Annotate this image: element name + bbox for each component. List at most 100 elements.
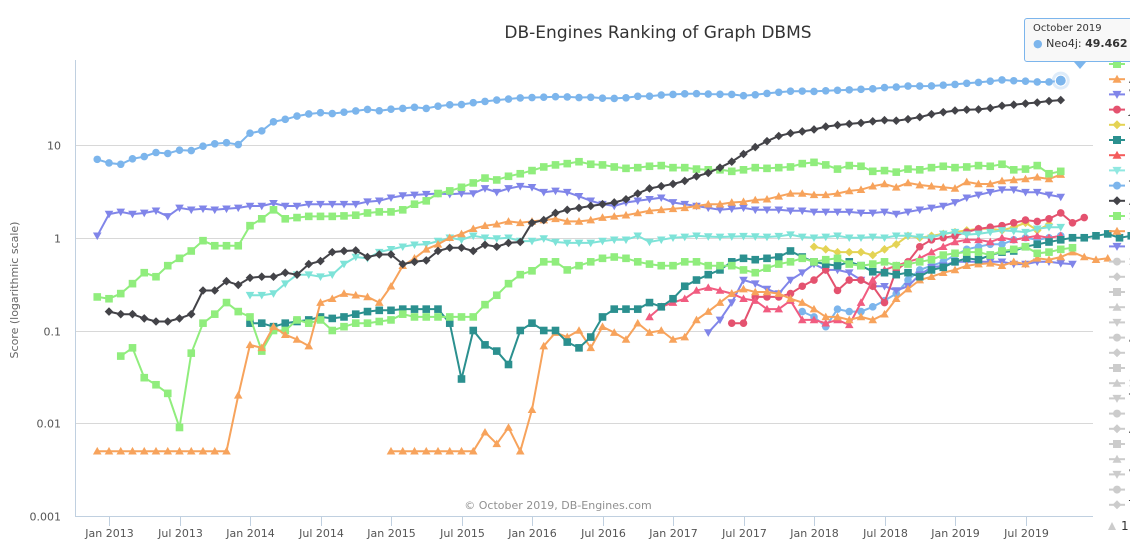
legend-item[interactable]: S — [1109, 209, 1130, 223]
data-point[interactable] — [880, 258, 889, 266]
data-point[interactable] — [562, 217, 572, 225]
data-point[interactable] — [539, 163, 548, 171]
data-point[interactable] — [821, 87, 830, 95]
data-point[interactable] — [374, 298, 384, 306]
data-point[interactable] — [280, 330, 290, 339]
data-point[interactable] — [445, 187, 454, 195]
data-point[interactable] — [469, 98, 478, 107]
data-point[interactable] — [868, 117, 878, 126]
data-point[interactable] — [621, 210, 631, 219]
data-point[interactable] — [1021, 242, 1030, 251]
data-point[interactable] — [904, 276, 912, 284]
data-point[interactable] — [1009, 245, 1018, 254]
data-point[interactable] — [762, 304, 772, 313]
data-point[interactable] — [1056, 167, 1065, 176]
data-point[interactable] — [128, 154, 137, 163]
data-point[interactable] — [810, 87, 818, 96]
data-point[interactable] — [656, 194, 666, 203]
data-point[interactable] — [986, 251, 995, 259]
data-point[interactable] — [727, 258, 736, 266]
data-point[interactable] — [680, 258, 689, 266]
data-point[interactable] — [234, 307, 243, 316]
data-point[interactable] — [280, 202, 290, 211]
data-point[interactable] — [351, 107, 360, 115]
data-point[interactable] — [187, 146, 196, 155]
data-point[interactable] — [586, 160, 595, 169]
data-point[interactable] — [715, 163, 725, 172]
data-point[interactable] — [457, 183, 466, 192]
data-point[interactable] — [234, 140, 243, 149]
data-point[interactable] — [280, 268, 290, 277]
data-point[interactable] — [469, 179, 478, 187]
legend-item[interactable]: V — [1109, 467, 1130, 481]
data-point[interactable] — [363, 198, 372, 206]
data-point[interactable] — [774, 131, 784, 141]
data-point[interactable] — [504, 95, 513, 103]
data-point[interactable] — [892, 270, 901, 279]
data-point[interactable] — [844, 119, 854, 129]
data-point[interactable] — [739, 232, 748, 241]
data-point[interactable] — [810, 276, 818, 284]
data-point[interactable] — [410, 241, 419, 250]
data-point[interactable] — [1032, 188, 1042, 197]
legend-item[interactable]: I — [1109, 285, 1130, 299]
data-point[interactable] — [574, 203, 584, 213]
data-point[interactable] — [363, 209, 372, 217]
data-point[interactable] — [175, 204, 184, 213]
data-point[interactable] — [891, 287, 901, 295]
data-point[interactable] — [398, 259, 408, 269]
data-point[interactable] — [750, 280, 760, 288]
data-point[interactable] — [281, 319, 290, 327]
data-point[interactable] — [492, 176, 501, 184]
data-point[interactable] — [974, 255, 983, 264]
data-point[interactable] — [340, 212, 348, 220]
data-point[interactable] — [938, 202, 948, 211]
data-point[interactable] — [468, 224, 478, 233]
data-point[interactable] — [398, 243, 408, 252]
data-point[interactable] — [821, 260, 830, 268]
data-point[interactable] — [739, 294, 748, 303]
data-point[interactable] — [833, 120, 842, 130]
data-point[interactable] — [891, 232, 901, 241]
data-point[interactable] — [186, 206, 196, 215]
data-point[interactable] — [774, 289, 784, 297]
data-point[interactable] — [563, 338, 572, 346]
data-point[interactable] — [292, 335, 302, 343]
data-point[interactable] — [821, 255, 830, 264]
data-point[interactable] — [974, 179, 983, 188]
data-point[interactable] — [821, 245, 831, 254]
data-point[interactable] — [786, 163, 795, 171]
data-point[interactable] — [833, 286, 842, 295]
data-point[interactable] — [821, 233, 831, 242]
data-point[interactable] — [246, 319, 254, 327]
data-point[interactable] — [1033, 217, 1042, 226]
data-point[interactable] — [351, 200, 361, 209]
data-point[interactable] — [457, 313, 466, 321]
data-point[interactable] — [833, 247, 842, 257]
data-point[interactable] — [598, 94, 607, 102]
data-point[interactable] — [421, 240, 431, 249]
data-point[interactable] — [128, 210, 137, 219]
data-point[interactable] — [515, 237, 525, 247]
data-point[interactable] — [269, 206, 278, 214]
data-point[interactable] — [1068, 218, 1077, 227]
data-point[interactable] — [481, 300, 489, 309]
data-point[interactable] — [727, 299, 737, 307]
data-point[interactable] — [856, 298, 866, 306]
data-point[interactable] — [421, 446, 431, 455]
data-point[interactable] — [880, 208, 889, 217]
data-point[interactable] — [468, 232, 478, 241]
data-point[interactable] — [398, 206, 407, 214]
data-point[interactable] — [645, 328, 654, 336]
data-point[interactable] — [374, 197, 384, 206]
data-point[interactable] — [1056, 252, 1066, 261]
data-point[interactable] — [210, 140, 219, 148]
data-point[interactable] — [586, 197, 596, 206]
data-point[interactable] — [704, 90, 713, 98]
data-point[interactable] — [1044, 191, 1054, 200]
data-point[interactable] — [269, 200, 278, 208]
data-point[interactable] — [786, 207, 795, 216]
data-point[interactable] — [281, 215, 290, 223]
legend-marker-icon[interactable] — [1112, 242, 1122, 251]
data-point[interactable] — [809, 190, 819, 199]
